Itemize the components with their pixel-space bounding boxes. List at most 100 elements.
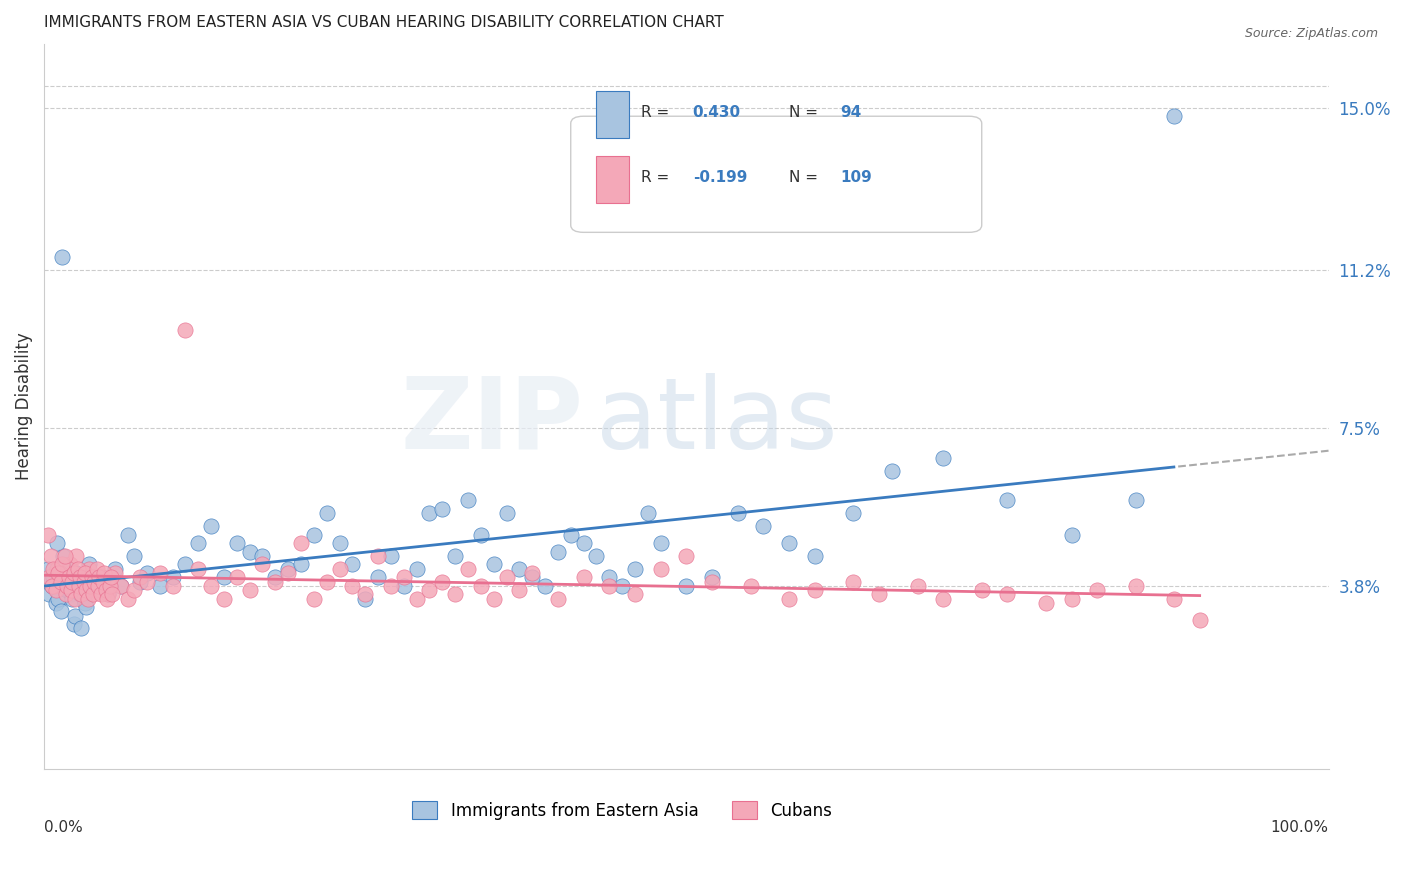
Point <box>100 570 122 584</box>
Text: 0.0%: 0.0% <box>44 820 83 835</box>
Point <box>65 566 87 580</box>
Point <box>354 591 377 606</box>
Point <box>87 579 110 593</box>
Point <box>48 591 70 606</box>
Point <box>110 579 132 593</box>
Bar <box>596 156 628 203</box>
Point <box>70 587 93 601</box>
FancyBboxPatch shape <box>571 116 981 232</box>
Point <box>380 549 402 563</box>
Point <box>63 608 86 623</box>
Point <box>212 591 235 606</box>
Legend: Immigrants from Eastern Asia, Cubans: Immigrants from Eastern Asia, Cubans <box>405 795 838 826</box>
Point <box>84 582 107 597</box>
Point <box>700 574 723 589</box>
Point <box>59 558 82 572</box>
Point <box>392 570 415 584</box>
Point <box>432 574 454 589</box>
Point <box>66 562 89 576</box>
Point <box>842 574 865 589</box>
Point <box>51 558 73 572</box>
Point <box>62 617 84 632</box>
Point <box>482 558 505 572</box>
Point <box>585 549 607 563</box>
Point <box>457 562 479 576</box>
Point <box>495 570 517 584</box>
Point <box>46 591 69 606</box>
Point <box>46 536 69 550</box>
Point <box>392 579 415 593</box>
Text: 100.0%: 100.0% <box>1271 820 1329 835</box>
Point <box>803 582 825 597</box>
Point <box>38 570 60 584</box>
Point <box>63 591 86 606</box>
Point <box>41 579 63 593</box>
Point <box>1189 613 1212 627</box>
Point <box>225 570 247 584</box>
Point <box>122 549 145 563</box>
Text: 0.430: 0.430 <box>693 105 741 120</box>
Y-axis label: Hearing Disability: Hearing Disability <box>15 333 32 481</box>
Point <box>75 566 97 580</box>
Point <box>997 493 1019 508</box>
Text: R =: R = <box>641 170 675 186</box>
Point <box>79 579 101 593</box>
Text: N =: N = <box>789 105 823 120</box>
Point <box>740 579 762 593</box>
Point <box>149 566 172 580</box>
Point <box>52 549 75 563</box>
Point <box>82 587 104 601</box>
Point <box>624 587 647 601</box>
Point <box>62 566 84 580</box>
Point <box>868 587 890 601</box>
Point <box>56 579 79 593</box>
Point <box>1163 109 1185 123</box>
Point <box>97 587 120 601</box>
Point <box>49 574 72 589</box>
Point <box>76 600 98 615</box>
Point <box>96 591 118 606</box>
Point <box>444 549 467 563</box>
Point <box>46 562 69 576</box>
Text: N =: N = <box>789 170 823 186</box>
Point <box>187 562 209 576</box>
Point <box>75 596 97 610</box>
Point <box>135 574 157 589</box>
Point <box>83 574 105 589</box>
Point <box>277 566 299 580</box>
Point <box>77 558 100 572</box>
Point <box>60 591 83 606</box>
Point <box>997 587 1019 601</box>
Point <box>174 323 197 337</box>
Point <box>37 562 59 576</box>
Point <box>187 536 209 550</box>
Point <box>76 582 98 597</box>
Point <box>418 506 440 520</box>
Point <box>48 566 70 580</box>
Point <box>67 579 90 593</box>
Point <box>53 574 76 589</box>
Text: -0.199: -0.199 <box>693 170 747 186</box>
Point <box>367 570 389 584</box>
Point <box>302 591 325 606</box>
Point <box>239 544 262 558</box>
Point <box>60 587 83 601</box>
Point <box>1163 591 1185 606</box>
Point <box>77 562 100 576</box>
Point <box>342 579 364 593</box>
Point <box>135 566 157 580</box>
Point <box>162 570 184 584</box>
Point <box>302 527 325 541</box>
Point <box>39 570 62 584</box>
Point <box>752 519 775 533</box>
Point <box>42 562 65 576</box>
Point <box>69 570 91 584</box>
Point <box>508 562 530 576</box>
Point <box>907 579 929 593</box>
Text: IMMIGRANTS FROM EASTERN ASIA VS CUBAN HEARING DISABILITY CORRELATION CHART: IMMIGRANTS FROM EASTERN ASIA VS CUBAN HE… <box>44 15 724 30</box>
Text: 94: 94 <box>841 105 862 120</box>
Point <box>42 570 65 584</box>
Point <box>91 574 114 589</box>
Point <box>470 579 492 593</box>
Point <box>65 549 87 563</box>
